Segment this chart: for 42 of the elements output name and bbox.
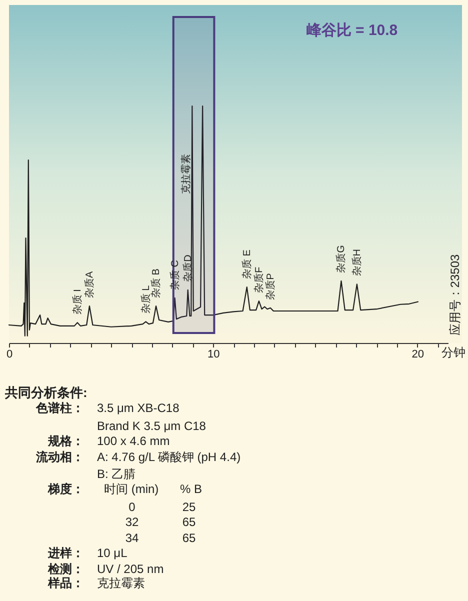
x-tick-label: 20 — [412, 348, 424, 360]
text: 规格： — [47, 434, 84, 448]
annotation: 杂质F — [252, 266, 265, 294]
text: 10 μL — [97, 546, 128, 560]
text: 色谱柱： — [35, 401, 84, 415]
text: 34 — [125, 531, 139, 545]
text: 65 — [182, 531, 196, 545]
annotation: 杂质G — [335, 244, 348, 273]
text: 共同分析条件: — [4, 385, 88, 400]
text: % B — [180, 482, 202, 496]
text: 克拉霉素 — [97, 576, 145, 590]
text: A: 4.76 g/L 磷酸钾 (pH 4.4) — [97, 450, 241, 464]
annotation: 杂质 I — [71, 289, 84, 315]
x-tick-label: 0 — [6, 348, 13, 360]
text: 65 — [182, 515, 196, 529]
text: UV / 205 nm — [97, 562, 164, 576]
text: 时间 (min) — [104, 482, 159, 496]
text: 3.5 μm XB-C18 — [97, 401, 180, 415]
text: 流动相： — [35, 450, 84, 464]
text: 样品： — [47, 576, 84, 590]
text: 梯度： — [47, 482, 84, 496]
annotation: 杂质D — [182, 254, 194, 282]
annotation: 杂质A — [83, 271, 96, 298]
text: 检测： — [47, 562, 84, 576]
text: 100 x 4.6 mm — [97, 434, 170, 448]
x-tick-label: 10 — [208, 348, 220, 360]
text: 25 — [182, 500, 196, 514]
text: B: 乙腈 — [97, 467, 136, 481]
text: 进样： — [47, 546, 84, 560]
annotation: 杂质 C — [168, 260, 181, 290]
annotation: 杂质 L — [140, 284, 152, 314]
text: 32 — [125, 515, 139, 529]
annotation: 杂质P — [264, 272, 276, 300]
text: Brand K 3.5 μm C18 — [97, 419, 206, 433]
annotation: 应用号：23503 — [448, 254, 462, 336]
annotation: 克拉霉素 — [180, 154, 192, 194]
annotation: 杂质 E — [240, 249, 253, 280]
annotation: 杂质H — [350, 248, 363, 276]
annotation: 杂质 B — [150, 268, 162, 298]
x-axis-title: 分钟 — [442, 346, 466, 360]
text: 0 — [128, 500, 136, 514]
text: 峰谷比 = 10.8 — [306, 22, 398, 39]
